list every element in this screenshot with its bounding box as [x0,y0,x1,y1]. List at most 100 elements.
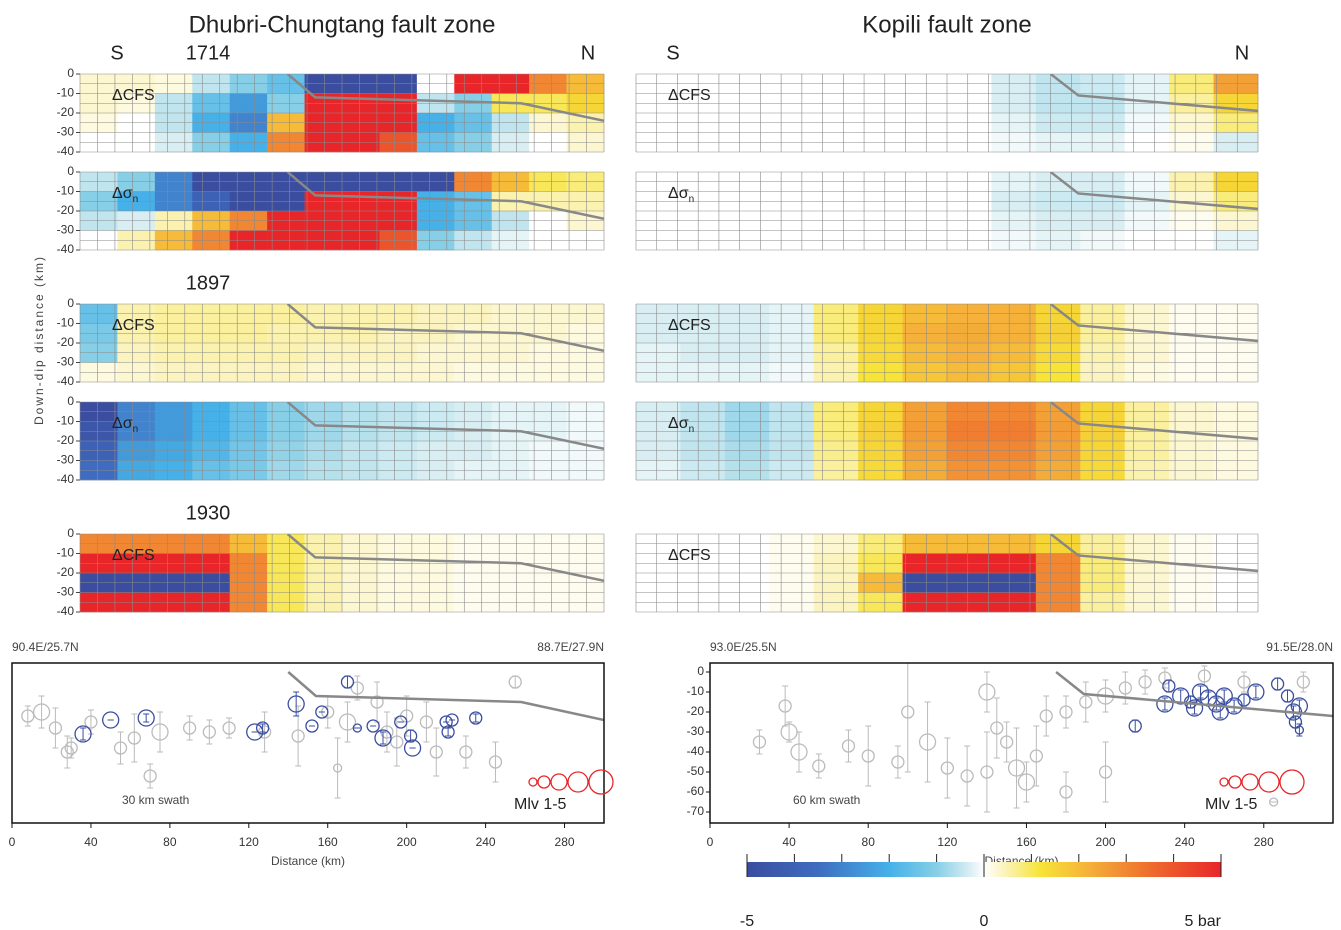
panel-label: Δσn [668,415,694,434]
earthquake [403,739,422,757]
fault-trace [1049,402,1258,441]
earthquake [1162,679,1176,693]
earthquake [1280,689,1295,703]
fault-trace [1049,74,1258,113]
earthquake [113,741,128,755]
corner-label: 88.7E/27.9N [537,640,604,654]
label-main: ΔCFS [112,87,155,104]
legend-circle [1258,771,1280,793]
earthquake [374,729,392,747]
earthquake [315,705,329,719]
label-main: ΔCFS [668,87,711,104]
profile-plot [21,671,604,799]
earthquake [403,729,418,743]
y-tick-label: -20 [57,203,75,217]
panel-label: ΔCFS [112,87,155,104]
y-tick-label: -10 [57,86,75,100]
y-tick-label: -50 [687,764,705,778]
legend-circle [537,775,551,789]
earthquake [812,759,826,773]
fault-trace [1049,172,1258,211]
panel-label: ΔCFS [112,547,155,564]
label-main: ΔCFS [112,317,155,334]
y-tick-label: -40 [57,604,75,618]
earthquake [1294,725,1305,735]
earthquake [488,755,503,769]
fault-trace [1049,304,1258,343]
y-tick-label: -30 [57,355,75,369]
x-tick-label: 40 [782,835,796,849]
x-tick-label: 200 [1096,835,1116,849]
legend-circle [1219,777,1229,787]
fault-trace [286,74,604,123]
label-main: ΔCFS [668,547,711,564]
x-tick-label: 240 [1175,835,1195,849]
legend-circle [550,773,568,791]
earthquake [1237,675,1251,689]
earthquake [1138,675,1152,689]
y-tick-label: -20 [57,433,75,447]
x-axis-label: Distance (km) [271,854,345,868]
earthquake [143,769,157,783]
fault-trace [286,402,604,451]
earthquake [445,713,459,727]
profile-plot [752,663,1333,813]
earthquake [352,723,362,733]
magnitude-legend-label: Mlv 1-5 [514,796,567,813]
swath-label: 30 km swath [122,793,189,807]
earthquake [901,705,915,719]
label-main: Δσ [112,185,133,202]
y-tick-label: 0 [67,526,74,540]
south-label: S [666,42,679,64]
x-tick-label: 280 [555,835,575,849]
y-tick-label: -10 [687,684,705,698]
y-tick-label: -40 [687,744,705,758]
earthquake [84,715,98,729]
earthquake [127,731,141,745]
y-tick-label: -40 [57,472,75,486]
legend-circle [528,777,538,787]
earthquake [202,725,216,739]
fault-trace [1055,671,1333,718]
earthquake [752,735,767,749]
earthquake [990,721,1004,735]
label-sub: n [133,194,139,205]
legend-circle [1279,769,1305,795]
earthquake [366,719,380,733]
earthquake [940,761,954,775]
earthquake [1039,709,1053,723]
earthquake [48,721,63,735]
label-main: Δσ [112,415,133,432]
earthquake [222,721,236,735]
earthquake [1098,765,1113,779]
year-label: 1897 [186,272,231,294]
earthquake [861,749,875,763]
panel-label: ΔCFS [668,317,711,334]
y-tick-label: -70 [687,804,705,818]
earthquake [1128,719,1142,733]
x-tick-label: 160 [1016,835,1036,849]
x-tick-label: 0 [9,835,16,849]
colorbar-label: 0 [980,913,989,930]
earthquake [1156,695,1174,713]
x-tick-label: 280 [1254,835,1274,849]
y-tick-label: -30 [57,453,75,467]
x-tick-label: 160 [318,835,338,849]
fault-trace [286,304,604,353]
y-tick-label: -20 [687,704,705,718]
y-tick-label: -10 [57,184,75,198]
corner-label: 90.4E/25.7N [12,640,79,654]
earthquake [291,729,305,743]
earthquake [429,745,443,759]
x-tick-label: 80 [862,835,876,849]
legend-circle [588,769,614,795]
label-main: ΔCFS [112,547,155,564]
earthquake [1059,705,1073,719]
panel-label: Δσn [112,415,138,434]
y-tick-label: 0 [697,664,704,678]
plot-frame [709,662,1334,824]
zone-title: Dhubri-Chungtang fault zone [189,11,496,38]
magnitude-legend-label: Mlv 1-5 [1205,796,1258,813]
earthquake [370,695,384,709]
earthquake [1007,759,1026,777]
